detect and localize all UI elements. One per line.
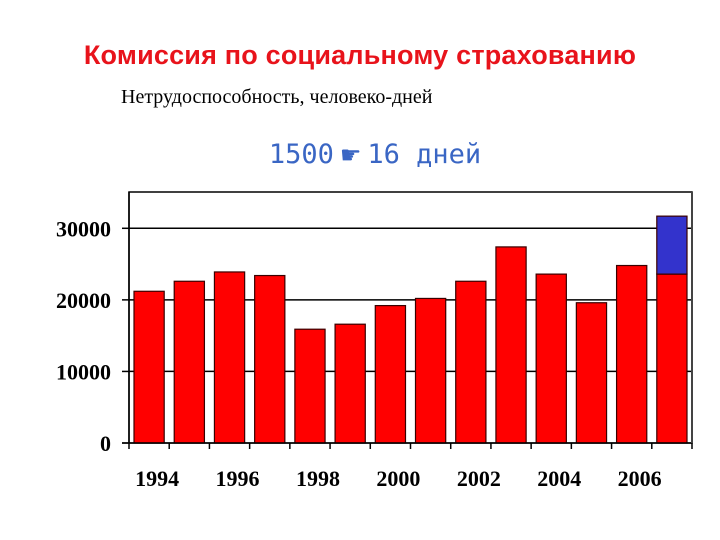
bar-2006-base — [615, 264, 648, 444]
x-tick-label: 1994 — [135, 466, 179, 491]
bar-2004-base — [535, 273, 567, 444]
bar-2001-base — [414, 297, 447, 444]
y-tick-label: 30000 — [56, 216, 111, 241]
bar-2007-base — [656, 273, 688, 444]
note-left-value: 1500 — [268, 139, 334, 170]
chart-subtitle: Нетрудоспособность, человеко-дней — [121, 86, 433, 108]
bar-2000-base — [374, 304, 407, 444]
x-tick-label: 2000 — [376, 466, 420, 491]
x-tick-label: 1998 — [296, 466, 340, 491]
bar-2007-addition — [656, 215, 688, 275]
x-tick-label: 2002 — [457, 466, 501, 491]
pointing-hand-icon: ☛ — [339, 141, 362, 169]
axis-labels: 0 10000 20000 30000 1994 1996 1998 2000 2002 2004… — [56, 216, 662, 491]
annotation-note: 1500 ☛ 16 дней — [240, 139, 510, 170]
bar-1997-base — [254, 274, 286, 444]
note-right-value: 16 дней — [367, 139, 482, 170]
slide-title: Комиссия по социальному страхованию — [83, 40, 637, 70]
y-tick-label: 20000 — [56, 288, 111, 313]
y-tick-label: 0 — [100, 431, 111, 456]
bars — [133, 215, 688, 444]
plot-frame — [128, 191, 693, 444]
bar-1996-base — [213, 271, 246, 444]
bar-2005-base — [575, 302, 608, 444]
bar-1998-base — [294, 328, 326, 444]
x-tick-label: 2004 — [537, 466, 581, 491]
x-tick-label: 1996 — [216, 466, 260, 491]
bar-2003-base — [495, 246, 527, 444]
y-tick-label: 10000 — [56, 359, 111, 384]
gridlines — [128, 191, 693, 444]
bar-1995-base — [173, 280, 206, 444]
bar-1999-base — [334, 323, 366, 444]
axes — [122, 192, 693, 449]
bar-1994-base — [133, 290, 165, 444]
bar-2002-base — [455, 280, 487, 444]
x-tick-label: 2006 — [618, 466, 662, 491]
